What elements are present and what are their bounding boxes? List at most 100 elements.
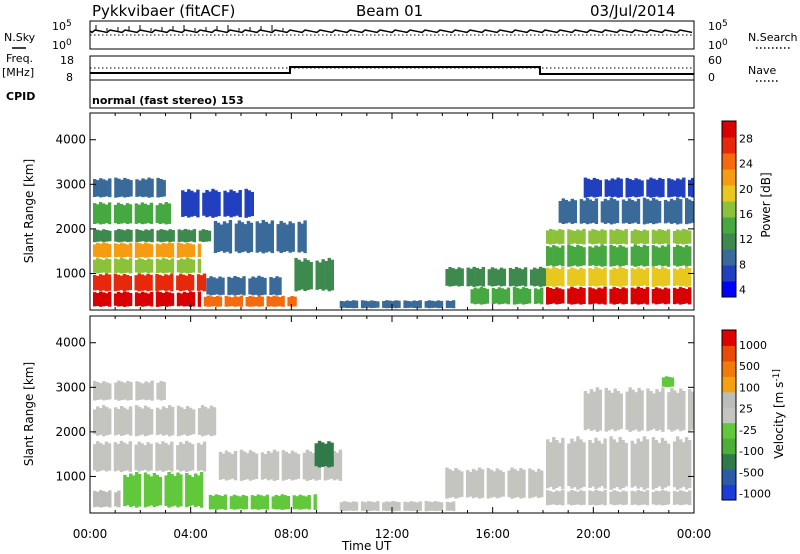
heatmap-cell xyxy=(288,221,292,253)
heatmap-cell xyxy=(120,406,124,436)
heatmap-cell xyxy=(315,260,319,290)
heatmap-cell xyxy=(296,454,301,479)
heatmap-cell xyxy=(681,228,686,245)
heatmap-cell xyxy=(555,490,559,506)
heatmap-cell xyxy=(216,222,221,252)
heatmap-cell xyxy=(141,230,145,242)
heatmap-cell xyxy=(302,452,307,480)
heatmap-cell xyxy=(403,300,407,309)
heatmap-cell xyxy=(241,494,246,510)
heatmap-cell xyxy=(642,288,647,304)
heatmap-cell xyxy=(499,267,504,287)
heatmap-cell xyxy=(666,229,671,245)
heatmap-cell xyxy=(218,296,223,307)
heatmap-cell xyxy=(147,177,151,198)
heatmap-cell xyxy=(207,230,212,242)
heatmap-cell xyxy=(129,229,133,242)
heatmap-cell xyxy=(183,228,187,243)
heatmap-cell xyxy=(594,198,599,224)
colorbar-tick-label: 25 xyxy=(739,403,753,416)
heatmap-cell xyxy=(165,230,169,242)
heatmap-cell xyxy=(196,475,201,506)
heatmap-cell xyxy=(609,197,614,225)
heatmap-cell xyxy=(208,494,213,510)
heatmap-cell xyxy=(610,178,614,198)
heatmap-cell xyxy=(135,472,139,508)
heatmap-cell xyxy=(162,229,166,242)
heatmap-cell xyxy=(471,468,476,499)
heatmap-cell xyxy=(224,450,229,481)
heatmap-cell xyxy=(681,247,686,266)
heatmap-cell xyxy=(251,296,255,307)
freq-label-bottom: [MHz] xyxy=(2,66,34,79)
colorbar-segment xyxy=(722,469,736,486)
heatmap-cell xyxy=(99,408,103,435)
heatmap-cell xyxy=(486,468,491,499)
heatmap-cell xyxy=(657,201,662,223)
heatmap-cell xyxy=(290,450,295,481)
heatmap-cell xyxy=(108,291,112,307)
heatmap-cell xyxy=(238,496,243,509)
heatmap-cell xyxy=(445,501,450,511)
heatmap-cell xyxy=(661,377,666,387)
heatmap-cell xyxy=(117,380,121,401)
heatmap-cell xyxy=(266,296,270,307)
heatmap-cell xyxy=(657,247,662,266)
heatmap-cell xyxy=(621,246,625,266)
heatmap-cell xyxy=(271,496,275,509)
heatmap-cell xyxy=(242,451,247,480)
heatmap-cell xyxy=(673,390,677,431)
heatmap-cell xyxy=(137,441,141,472)
heatmap-cell xyxy=(149,443,153,471)
heatmap-cell xyxy=(517,268,522,287)
nsky-label: N.Sky xyxy=(4,31,36,44)
heatmap-cell xyxy=(439,502,444,511)
heatmap-cell xyxy=(144,179,148,197)
heatmap-cell xyxy=(147,230,151,242)
heatmap-cell xyxy=(320,442,325,467)
heatmap-cell xyxy=(576,288,580,304)
heatmap-cell xyxy=(627,198,632,224)
nsearch-tick-top: 105 xyxy=(708,19,728,33)
heatmap-cell xyxy=(134,292,139,307)
heatmap-cell xyxy=(667,392,671,430)
heatmap-cell xyxy=(546,246,550,266)
heatmap-cell xyxy=(688,490,692,506)
heatmap-cell xyxy=(219,224,224,252)
heatmap-cell xyxy=(128,441,132,472)
heatmap-cell xyxy=(102,491,106,507)
heatmap-cell xyxy=(301,495,305,510)
colorbar-segment xyxy=(722,137,736,154)
heatmap-cell xyxy=(137,243,142,258)
heatmap-cell xyxy=(666,269,671,286)
heatmap-cell xyxy=(682,391,686,431)
heatmap-cell xyxy=(244,188,248,218)
heatmap-cell xyxy=(558,442,562,487)
heatmap-cell xyxy=(170,243,175,258)
heatmap-cell xyxy=(251,451,256,480)
heatmap-cell xyxy=(104,441,109,472)
heatmap-cell xyxy=(645,267,650,287)
heatmap-cell xyxy=(105,382,109,400)
heatmap-cell xyxy=(185,406,190,436)
heatmap-cell xyxy=(229,496,234,509)
heatmap-cell xyxy=(570,230,574,244)
heatmap-cell xyxy=(619,393,623,429)
heatmap-cell xyxy=(370,501,374,511)
heatmap-cell xyxy=(600,288,604,304)
heatmap-cell xyxy=(433,501,438,512)
heatmap-cell xyxy=(179,273,183,292)
heatmap-cell xyxy=(576,229,580,245)
heatmap-cell xyxy=(637,179,641,197)
x-tick-label: 20:00 xyxy=(576,527,611,541)
heatmap-cell xyxy=(621,490,625,506)
heatmap-cell xyxy=(497,287,502,305)
heatmap-cell xyxy=(182,409,187,435)
heatmap-cell xyxy=(105,180,109,197)
heatmap-cell xyxy=(655,179,659,197)
heatmap-cell xyxy=(188,291,193,307)
heatmap-cell xyxy=(120,179,124,197)
heatmap-cell xyxy=(294,257,298,292)
heatmap-cell xyxy=(672,268,677,286)
heatmap-cell xyxy=(176,445,180,470)
